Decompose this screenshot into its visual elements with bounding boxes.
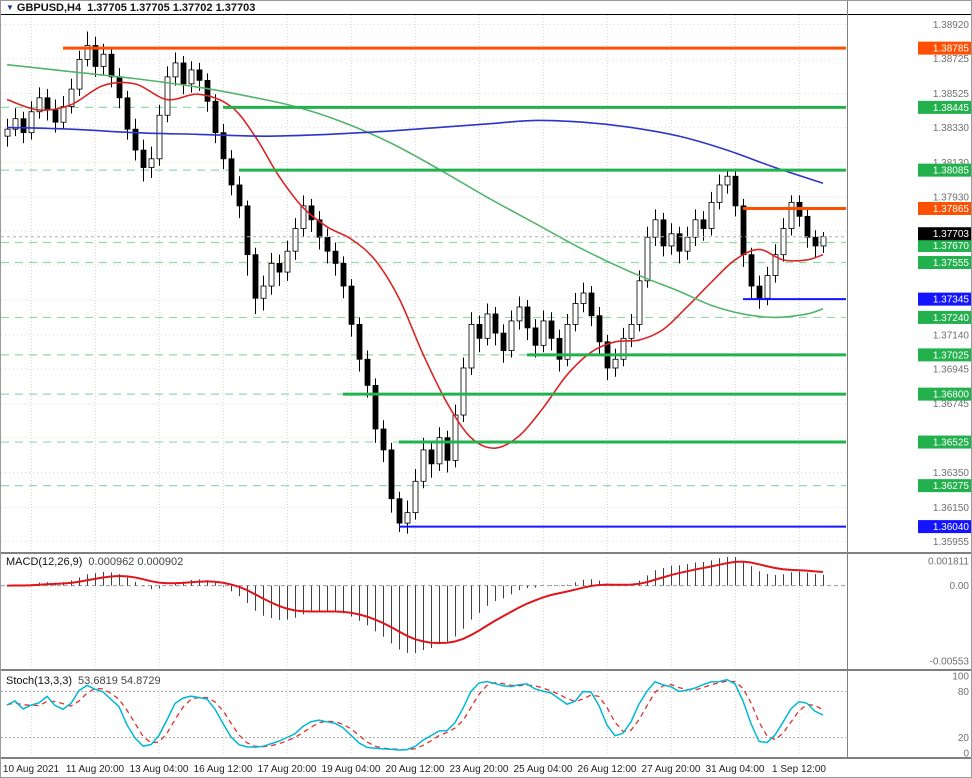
current-price-badge-text: 1.37703 <box>933 229 970 240</box>
price-tick-label: 1.36150 <box>933 503 970 514</box>
level-price-badge-text: 1.38785 <box>933 44 970 55</box>
level-price-badge <box>918 435 971 449</box>
price-tick-label: 1.36945 <box>933 364 970 375</box>
time-axis-label: 17 Aug 20:00 <box>258 764 317 775</box>
level-price-badge <box>918 479 971 493</box>
stoch-layer <box>1 678 846 751</box>
level-price-badge <box>918 163 971 177</box>
levels-solid-layer <box>1 46 846 528</box>
level-price-badge <box>918 201 971 215</box>
macd-axis-label: -0.00553 <box>930 656 970 667</box>
ma-medium <box>6 63 824 319</box>
price-tick-label: 1.38130 <box>933 158 970 169</box>
price-tick-label: 1.38330 <box>933 123 970 134</box>
level-price-badge-text: 1.37670 <box>933 241 970 252</box>
level-price-badge <box>918 520 971 534</box>
stoch-axis-label: 20 <box>958 733 970 744</box>
time-axis-label: 23 Aug 20:00 <box>450 764 509 775</box>
frame-layer <box>1 1 971 759</box>
level-price-badge <box>918 100 971 114</box>
level-price-badge <box>918 348 971 362</box>
levels-dashed-layer <box>1 106 846 487</box>
level-price-badge <box>918 292 971 306</box>
ma-fast <box>6 81 824 449</box>
stoch-axis-label: 80 <box>958 687 970 698</box>
price-axis[interactable]: 1.38920 1.38725 1.38525 1.38330 1.38130 1.379… <box>918 20 972 760</box>
level-price-badge-text: 1.37240 <box>933 313 970 324</box>
price-tick-label: 1.38725 <box>933 54 970 65</box>
grid-layer <box>1 15 847 755</box>
stoch-axis-label: 100 <box>952 672 969 683</box>
level-price-badge-text: 1.37865 <box>933 204 970 215</box>
current-price-badge <box>918 227 971 241</box>
time-axis-label: 20 Aug 12:00 <box>386 764 445 775</box>
macd-layer <box>1 557 846 653</box>
macd-axis-label: 0.001811 <box>928 556 969 567</box>
price-tick-label: 1.37930 <box>933 193 970 204</box>
time-axis-label: 11 Aug 20:00 <box>66 764 125 775</box>
level-price-badge <box>918 387 971 401</box>
price-tick-label: 1.36350 <box>933 468 970 479</box>
time-axis-label: 25 Aug 04:00 <box>514 764 573 775</box>
level-price-badge-text: 1.36800 <box>933 390 970 401</box>
level-price-badge <box>918 256 971 270</box>
time-axis-label: 16 Aug 12:00 <box>194 764 253 775</box>
moving-averages-layer <box>6 63 824 449</box>
price-tick-label: 1.36745 <box>933 399 970 410</box>
price-tick-label: 1.35955 <box>933 537 970 548</box>
price-tick-label: 1.37140 <box>933 330 970 341</box>
time-axis-label: 19 Aug 04:00 <box>322 764 381 775</box>
time-axis-label: 1 Sep 12:00 <box>772 764 826 775</box>
level-price-badge-text: 1.36275 <box>933 481 970 492</box>
level-price-badge <box>918 310 971 324</box>
time-axis-label: 10 Aug 2021 <box>3 764 60 775</box>
price-tick-label: 1.38920 <box>933 20 970 31</box>
price-tick-label: 1.38525 <box>933 89 970 100</box>
level-price-badge-text: 1.38085 <box>933 166 970 177</box>
level-price-badge-text: 1.36525 <box>933 438 970 449</box>
macd-signal-line <box>6 560 824 644</box>
level-price-badge-text: 1.37555 <box>933 258 970 269</box>
level-price-badge-text: 1.37025 <box>933 350 970 361</box>
level-price-badge <box>918 238 971 252</box>
level-price-badge <box>918 41 971 55</box>
time-axis-label: 31 Aug 04:00 <box>706 764 765 775</box>
level-price-badge-text: 1.37345 <box>933 295 970 306</box>
ma-slow <box>6 119 824 184</box>
stoch-axis-label: 0 <box>963 749 969 760</box>
stoch-main-line <box>6 678 824 751</box>
candles-layer <box>4 31 827 534</box>
level-price-badge-text: 1.36040 <box>933 522 970 533</box>
time-axis-label: 27 Aug 20:00 <box>642 764 701 775</box>
level-price-badge-text: 1.38445 <box>933 103 970 114</box>
time-axis-label: 13 Aug 04:00 <box>130 764 189 775</box>
time-axis-label: 26 Aug 12:00 <box>578 764 637 775</box>
time-axis[interactable]: 10 Aug 2021 11 Aug 20:00 13 Aug 04:00 16 Au… <box>3 764 826 775</box>
macd-axis-label: 0.00 <box>950 581 970 592</box>
